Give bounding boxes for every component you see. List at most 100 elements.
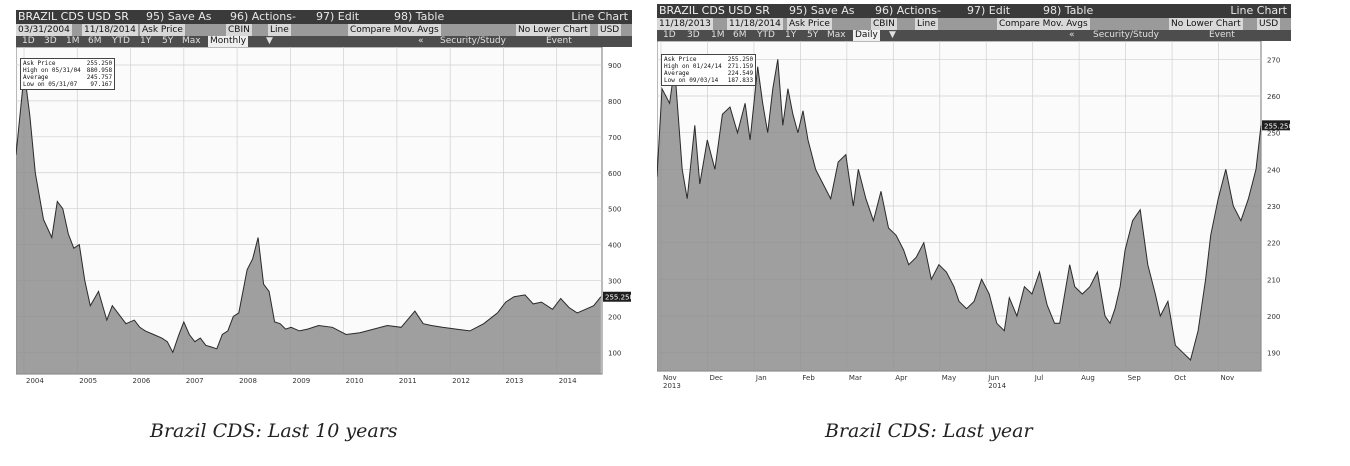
source-select[interactable]: CBIN [226,24,252,36]
x-tick-label: 2012 [452,377,470,385]
chart-title-bar: BRAZIL CDS USD SR 95) Save As 96) Action… [657,4,1291,18]
x-tick-label: 2004 [26,377,44,385]
legend-label: High on 01/24/14 [664,63,722,70]
x-tick-label: 2013 [505,377,523,385]
legend-row: Average 224.549 [664,70,753,77]
range-1y[interactable]: 1Y [785,30,797,40]
legend-row: Ask Price 255.250 [664,56,753,63]
lower-chart-select[interactable]: No Lower Chart [516,24,590,36]
chevron-down-icon[interactable]: ▼ [266,36,273,46]
chevron-left-icon[interactable]: « [418,36,424,46]
legend-row: High on 05/31/04 880.958 [23,67,112,74]
caption-1y: Brazil CDS: Last year [825,420,1033,442]
range-6m[interactable]: 6M [733,30,747,40]
last-value-tag [1262,120,1290,131]
y-tick-label: 240 [1267,166,1280,174]
x-tick-label: Aug [1081,374,1095,382]
x-tick-label: Jun [987,374,999,382]
range-1m[interactable]: 1M [66,36,80,46]
y-tick-label: 800 [608,98,621,106]
start-date-field[interactable]: 11/18/2013 [657,18,713,30]
chart-panel-10y: BRAZIL CDS USD SR 95) Save As 96) Action… [16,10,632,396]
currency-select[interactable]: USD [598,24,622,36]
range-6m[interactable]: 6M [88,36,102,46]
actions-menu[interactable]: 96) Actions- [875,4,941,17]
security-study-button[interactable]: Security/Study [440,36,506,46]
start-date-field[interactable]: 03/31/2004 [16,24,72,36]
legend-value: 97.167 [90,81,113,88]
range-bar: 1D 3D 1M 6M YTD 1Y 5Y Max Daily ▼ « Secu… [657,30,1291,41]
edit-menu[interactable]: 97) Edit [967,4,1011,17]
x-tick-label: Apr [895,374,907,382]
period-select[interactable]: Monthly [208,36,249,47]
range-3d[interactable]: 3D [687,30,700,40]
x-tick-label: 2007 [186,377,204,385]
y-tick-label: 230 [1267,203,1280,211]
range-5y[interactable]: 5Y [162,36,174,46]
range-max[interactable]: Max [827,30,846,40]
range-max[interactable]: Max [182,36,201,46]
x-tick-label: Feb [802,374,815,382]
range-1d[interactable]: 1D [22,36,35,46]
x-tick-label: 2005 [79,377,97,385]
y-tick-label: 200 [1267,313,1280,321]
legend-value: 187.833 [727,77,754,84]
end-date-field[interactable]: 11/18/2014 [82,24,138,36]
compare-mov-avgs-field[interactable]: Compare Mov. Avgs [348,24,441,36]
compare-mov-avgs-field[interactable]: Compare Mov. Avgs [997,18,1090,30]
table-button[interactable]: 98) Table [1043,4,1094,17]
x-tick-label: 2008 [239,377,257,385]
end-date-field[interactable]: 11/18/2014 [727,18,783,30]
chevron-left-icon[interactable]: « [1069,30,1075,40]
x-tick-label: 2010 [346,377,364,385]
save-as-button[interactable]: 95) Save As [146,10,212,23]
chevron-down-icon[interactable]: ▼ [889,30,896,40]
y-tick-label: 300 [608,278,621,286]
style-select[interactable]: Line [915,18,938,30]
range-ytd[interactable]: YTD [112,36,130,46]
range-1m[interactable]: 1M [711,30,725,40]
legend-label: Low on 05/31/07 [23,81,78,88]
chart-legend: Ask Price 255.250 High on 05/31/04 880.958… [20,58,116,90]
y-tick-label: 700 [608,134,621,142]
lower-chart-select[interactable]: No Lower Chart [1169,18,1243,30]
ask-price-line [16,72,602,354]
caption-10y: Brazil CDS: Last 10 years [150,420,398,442]
x-tick-label: Nov [663,374,677,382]
ask-price-area [16,72,601,374]
event-button[interactable]: Event [1209,30,1235,40]
x-tick-label: Sep [1128,374,1142,382]
x-tick-label: Jan [755,374,767,382]
actions-menu[interactable]: 96) Actions- [230,10,296,23]
last-value-tag-label: 255.250 [605,294,632,302]
table-button[interactable]: 98) Table [394,10,445,23]
range-1y[interactable]: 1Y [140,36,152,46]
chart-panel-1y: BRAZIL CDS USD SR 95) Save As 96) Action… [657,4,1291,392]
currency-select[interactable]: USD [1257,18,1281,30]
x-tick-label: Oct [1174,374,1186,382]
range-1d[interactable]: 1D [663,30,676,40]
x-tick-label: May [942,374,956,382]
price-field-select[interactable]: Ask Price [140,24,185,36]
style-select[interactable]: Line [268,24,291,36]
event-button[interactable]: Event [546,36,572,46]
source-select[interactable]: CBIN [871,18,897,30]
last-value-tag [603,291,631,302]
save-as-button[interactable]: 95) Save As [789,4,855,17]
x-tick-label-year: 2013 [663,382,681,390]
range-3d[interactable]: 3D [44,36,57,46]
x-tick-label-year: 2014 [988,382,1006,390]
range-ytd[interactable]: YTD [757,30,775,40]
legend-value: 245.757 [86,74,113,81]
price-field-select[interactable]: Ask Price [787,18,832,30]
security-study-button[interactable]: Security/Study [1093,30,1159,40]
x-tick-label: Mar [849,374,862,382]
y-tick-label: 260 [1267,93,1280,101]
period-select[interactable]: Daily [853,30,880,41]
range-5y[interactable]: 5Y [807,30,819,40]
edit-menu[interactable]: 97) Edit [316,10,360,23]
legend-label: High on 05/31/04 [23,67,81,74]
ask-price-area [657,59,1261,372]
chart-type-label: Line Chart [1230,4,1287,17]
